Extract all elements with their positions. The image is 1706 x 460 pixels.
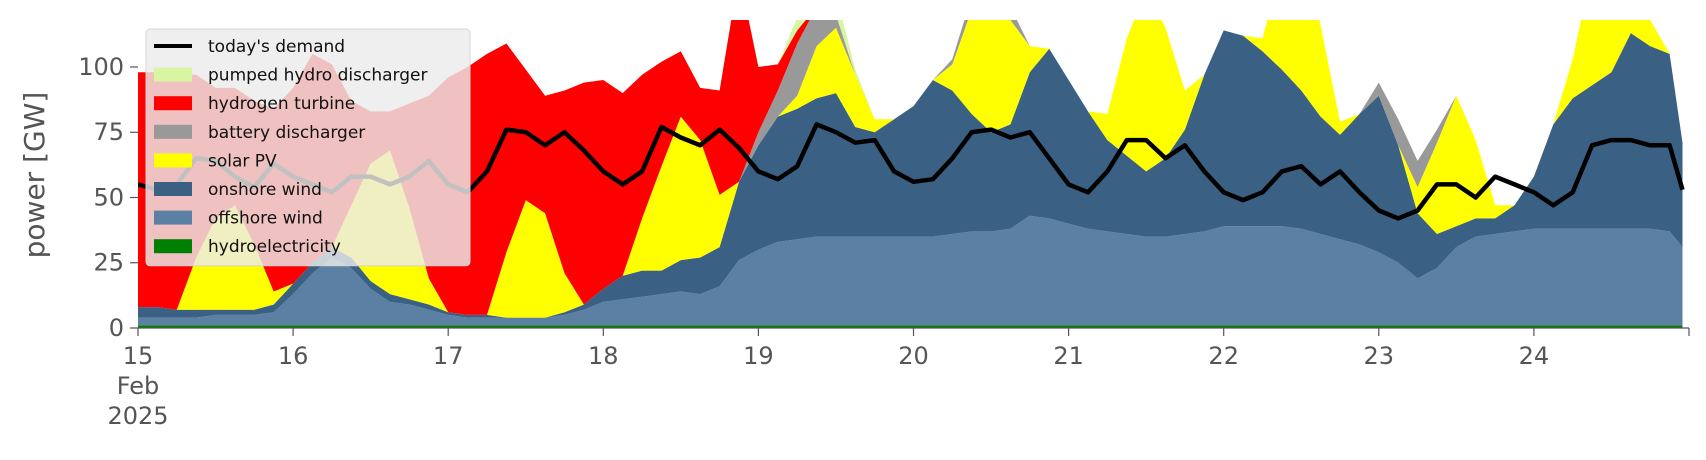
stacked-areas [138, 20, 1683, 328]
legend-swatch-onshore-wind [154, 182, 192, 196]
area-solar-pv [138, 20, 1683, 318]
legend-swatch-hydrogen-turbine [154, 96, 192, 111]
x-tick-label-15: 15 [123, 342, 154, 370]
legend-label-onshore-wind: onshore wind [208, 180, 322, 200]
x-tick-label-23: 23 [1364, 342, 1395, 370]
x-tick-label-24: 24 [1519, 342, 1550, 370]
legend-label-hydrogen-turbine: hydrogen turbine [208, 94, 355, 114]
x-tick-label-20: 20 [898, 342, 929, 370]
legend-label-solar-pv: solar PV [208, 151, 277, 171]
legend-swatch-offshore-wind [154, 210, 192, 225]
area-onshore-wind [138, 30, 1683, 318]
x-tick-label-16: 16 [278, 342, 309, 370]
legend-label-offshore-wind: offshore wind [208, 209, 323, 229]
area-hydroelectricity [138, 325, 1683, 328]
y-tick-label-75: 75 [93, 118, 124, 146]
area-offshore-wind [138, 215, 1683, 326]
y-tick-label-0: 0 [109, 314, 124, 342]
x-tick-label-22: 22 [1208, 342, 1239, 370]
legend-box [145, 28, 471, 267]
legend-swatch-battery-discharger [154, 124, 192, 139]
x-tick-label-19: 19 [743, 342, 774, 370]
legend-swatch-solar-pv [154, 153, 192, 168]
x-tick-sublabel-2025: 2025 [107, 402, 168, 430]
y-axis-title: power [GW] [18, 92, 51, 259]
x-tick-label-21: 21 [1053, 342, 1084, 370]
y-tick-label-50: 50 [93, 183, 124, 211]
x-tick-label-18: 18 [588, 342, 619, 370]
y-axis-title-group: power [GW] [18, 92, 51, 259]
legend: today's demand pumped hydro discharger hyd… [145, 28, 471, 267]
y-tick-label-25: 25 [93, 249, 124, 277]
area-hydrogen-turbine [138, 20, 1683, 315]
legend-swatch-pumped-hydro-discharger [154, 67, 192, 82]
x-tick-sublabel-feb: Feb [117, 372, 160, 400]
legend-label-today-s-demand: today's demand [208, 37, 345, 57]
legend-label-hydroelectricity: hydroelectricity [208, 237, 341, 257]
legend-label-battery-discharger: battery discharger [208, 123, 365, 143]
legend-swatch-hydroelectricity [154, 239, 192, 254]
y-tick-label-100: 100 [78, 53, 124, 81]
legend-label-pumped-hydro-discharger: pumped hydro discharger [208, 66, 427, 86]
x-tick-label-17: 17 [433, 342, 464, 370]
